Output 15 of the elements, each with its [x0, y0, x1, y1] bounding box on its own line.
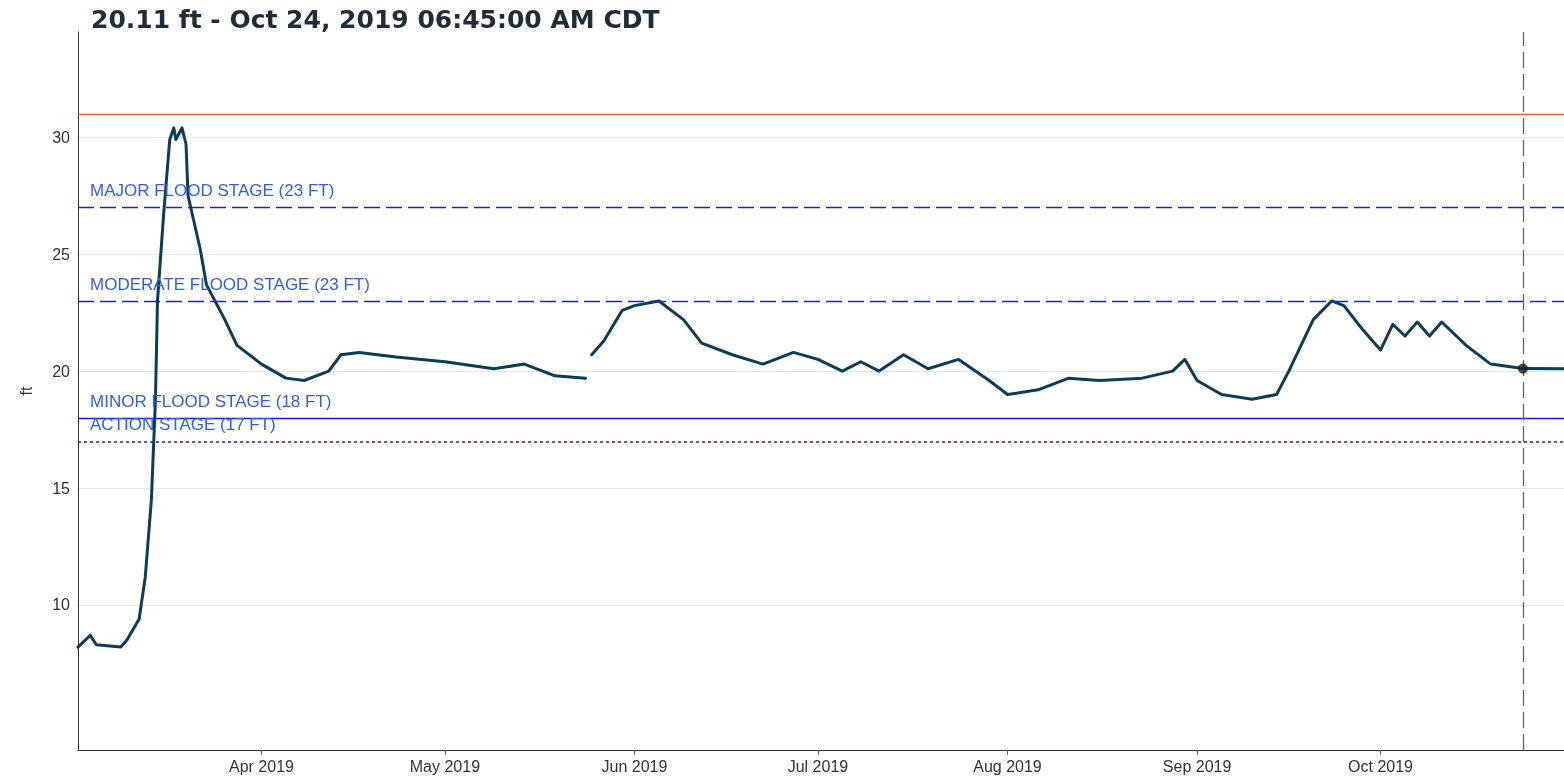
ref-line-label: ACTION STAGE (17 FT) [90, 415, 276, 435]
x-tick-label: Apr 2019 [228, 757, 295, 775]
y-tick-label: 20 [52, 362, 71, 380]
x-tick-label: Oct 2019 [1348, 757, 1414, 775]
x-tick-label: Aug 2019 [973, 757, 1042, 775]
y-tick-label: 15 [52, 479, 71, 497]
y-tick-label: 10 [52, 596, 71, 614]
x-tick-label: May 2019 [409, 757, 481, 775]
y-axis-title: ft [17, 386, 35, 396]
x-tick-label: Sep 2019 [1162, 757, 1232, 775]
chart-title: 20.11 ft - Oct 24, 2019 06:45:00 AM CDT [91, 5, 660, 34]
x-tick-label: Jun 2019 [601, 757, 668, 775]
x-tick-label: Jul 2019 [787, 757, 849, 775]
y-tick-label: 25 [52, 245, 71, 263]
y-tick-label: 30 [52, 128, 71, 146]
